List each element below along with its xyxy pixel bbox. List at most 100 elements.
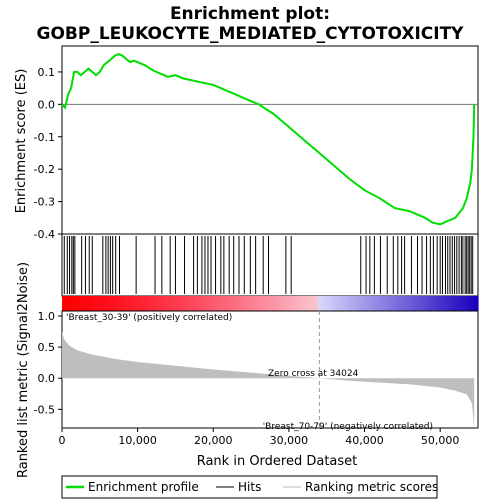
band-segment [170, 296, 175, 311]
band-segment [202, 296, 207, 311]
band-segment [238, 296, 243, 311]
band-segment [130, 296, 135, 311]
band-segment [154, 296, 159, 311]
band-segment [266, 296, 271, 311]
band-segment [78, 296, 83, 311]
band-segment [346, 296, 351, 311]
band-segment [70, 296, 75, 311]
band-segment [450, 296, 455, 311]
es-y-tick-label: -0.4 [34, 228, 55, 241]
band-segment [254, 296, 259, 311]
metric-group [62, 311, 475, 428]
band-segment [282, 296, 287, 311]
band-segment [434, 296, 439, 311]
band-segment [310, 296, 315, 311]
band-segment [342, 296, 347, 311]
band-segment [442, 296, 447, 311]
band-segment [470, 296, 475, 311]
band-segment [466, 296, 471, 311]
band-segment [102, 296, 107, 311]
band-segment [386, 296, 391, 311]
band-segment [318, 296, 323, 311]
band-segment [226, 296, 231, 311]
positive-correlation-label: 'Breast_30-39' (positively correlated) [66, 313, 232, 323]
band-segment [86, 296, 91, 311]
band-segment [162, 296, 167, 311]
band-segment [122, 296, 127, 311]
es-y-tick-label: 0.0 [38, 98, 56, 111]
band-segment [234, 296, 239, 311]
band-segment [414, 296, 419, 311]
band-segment [138, 296, 143, 311]
es-line [61, 53, 476, 226]
band-segment [190, 296, 195, 311]
band-segment [178, 296, 183, 311]
metric-y-tick-label: -0.5 [34, 403, 55, 416]
legend-label: Hits [238, 480, 261, 494]
band-segment [314, 296, 319, 311]
x-tick-label: 20,000 [194, 434, 233, 447]
band-segment [362, 296, 367, 311]
band-segment [426, 296, 431, 311]
band-segment [378, 296, 383, 311]
es-y-axis-label: Enrichment score (ES) [14, 69, 29, 214]
band-segment [446, 296, 451, 311]
band-segment [74, 296, 79, 311]
band-segment [198, 296, 203, 311]
es-y-tick-label: -0.2 [34, 163, 55, 176]
band-segment [270, 296, 275, 311]
band-segment [294, 296, 299, 311]
negative-correlation-label: 'Breast_70-79' (negatively correlated) [263, 422, 433, 432]
band-segment [458, 296, 463, 311]
band-segment [290, 296, 295, 311]
band-segment [306, 296, 311, 311]
band-segment [302, 296, 307, 311]
band-segment [218, 296, 223, 311]
band-segment [394, 296, 399, 311]
band-segment [274, 296, 279, 311]
band-segment [358, 296, 363, 311]
band-segment [194, 296, 199, 311]
band-segment [250, 296, 255, 311]
legend-label: Ranking metric scores [305, 480, 438, 494]
band-segment [330, 296, 335, 311]
legend-label: Enrichment profile [88, 480, 199, 494]
band-segment [334, 296, 339, 311]
band-segment [142, 296, 147, 311]
band-segment [402, 296, 407, 311]
band-segment [278, 296, 283, 311]
x-tick-label: 10,000 [118, 434, 157, 447]
metric-y-tick-label: 0.5 [38, 341, 56, 354]
band-segment [134, 296, 139, 311]
band-segment [214, 296, 219, 311]
band-segment [158, 296, 163, 311]
metric-y-axis-label: Ranked list metric (Signal2Noise) [16, 262, 31, 478]
band-segment [286, 296, 291, 311]
band-segment [374, 296, 379, 311]
band-segment [258, 296, 263, 311]
x-tick-label: 50,000 [421, 434, 460, 447]
band-segment [242, 296, 247, 311]
band-segment [222, 296, 227, 311]
band-segment [350, 296, 355, 311]
band-segment [430, 296, 435, 311]
legend: Enrichment profile Hits Ranking metric sco… [66, 480, 438, 494]
legend-box [61, 475, 438, 499]
metric-y-axis: -0.5 0.0 0.5 1.0 [34, 310, 62, 416]
metric-y-tick-label: 0.0 [38, 372, 56, 385]
band-segment [98, 296, 103, 311]
band-segment [210, 296, 215, 311]
band-segment [326, 296, 331, 311]
band-segment [114, 296, 119, 311]
band-segment [94, 296, 99, 311]
es-panel-frame [61, 45, 479, 235]
hits-group [63, 236, 474, 294]
band-segment [406, 296, 411, 311]
band-segment [186, 296, 191, 311]
band-segment [474, 296, 479, 311]
es-y-tick-label: 0.1 [38, 66, 56, 79]
zero-cross-label: Zero cross at 34024 [268, 369, 359, 379]
x-tick-label: 40,000 [345, 434, 384, 447]
band-segment [174, 296, 179, 311]
